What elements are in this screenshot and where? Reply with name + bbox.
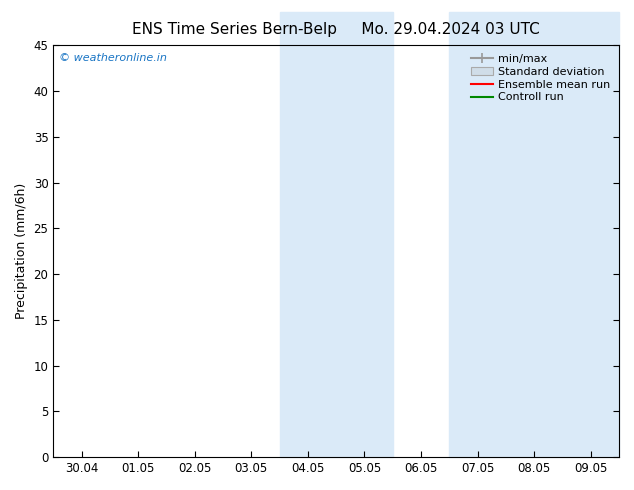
Bar (280, 12, 392, 457)
Bar (450, 12, 619, 457)
Text: © weatheronline.in: © weatheronline.in (59, 53, 167, 63)
Y-axis label: Precipitation (mm/6h): Precipitation (mm/6h) (15, 183, 28, 319)
Legend: min/max, Standard deviation, Ensemble mean run, Controll run: min/max, Standard deviation, Ensemble me… (468, 51, 614, 106)
Title: ENS Time Series Bern-Belp     Mo. 29.04.2024 03 UTC: ENS Time Series Bern-Belp Mo. 29.04.2024… (133, 22, 540, 37)
